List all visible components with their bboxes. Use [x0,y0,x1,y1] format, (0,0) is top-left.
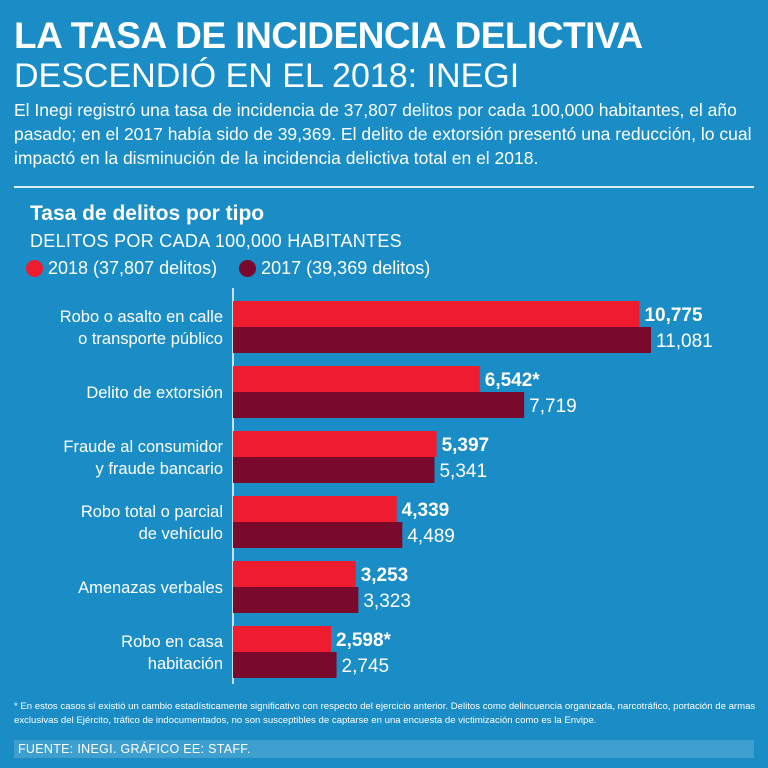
data-label-2018: 4,339 [402,500,450,521]
data-label-2017: 4,489 [407,526,455,547]
legend-label-2018: 2018 (37,807 delitos) [48,258,218,278]
category-label: Delito de extorsión [86,384,223,402]
data-label-2018: 2,598* [336,630,392,651]
data-label-2018: 6,542* [485,370,541,391]
source-bar: FUENTE: INEGI. GRÁFICO EE: STAFF. [14,740,754,758]
main-subtitle: DESCENDIÓ EN EL 2018: INEGI [14,57,520,95]
category-label: Amenazas verbales [78,579,223,597]
bar-2018 [233,431,437,457]
bar-2018 [233,366,480,392]
data-label-2018: 10,775 [644,305,703,326]
bar-2018 [233,301,640,327]
category-label: y fraude bancario [96,460,224,478]
legend-dot-2018 [26,260,43,277]
legend-dot-2017 [239,260,257,277]
chart-title: Tasa de delitos por tipo [30,202,265,225]
data-label-2018: 3,253 [361,565,409,586]
data-label-2017: 2,745 [342,656,390,677]
bar-2017 [233,587,359,613]
legend-item-2018: 2018 (37,807 delitos) [26,258,217,279]
legend-item-2017: 2017 (39,369 delitos) [239,258,430,279]
bar-2017 [233,327,651,353]
chart-units: DELITOS POR CADA 100,000 HABITANTES [30,231,402,251]
bar-2017 [233,457,435,483]
legend-label-2017: 2017 (39,369 delitos) [261,258,431,278]
bar-2017 [233,652,337,678]
category-label: Robo en casa [121,633,224,651]
divider [14,186,754,188]
bar-chart: Robo o asalto en calle o transporte públi… [60,288,713,684]
category-label: Fraude al consumidor [63,438,223,456]
bar-2017 [233,522,403,548]
category-label: Robo total o parcial [81,503,223,521]
intro-text: El Inegi registró una tasa de incidencia… [14,100,752,168]
bar-2018 [233,626,332,652]
footnote: * En estos casos sí existió un cambio es… [14,701,756,726]
data-label-2017: 7,719 [529,396,577,417]
category-label: de vehículo [139,525,223,543]
data-label-2017: 3,323 [363,591,411,612]
bar-2017 [233,392,525,418]
data-label-2018: 5,397 [442,435,490,456]
main-title: LA TASA DE INCIDENCIA DELICTIVA [14,15,643,56]
chart-legend: 2018 (37,807 delitos) 2017 (39,369 delit… [26,258,452,279]
category-label: o transporte público [78,330,223,348]
category-label: Robo o asalto en calle [60,308,223,326]
data-label-2017: 11,081 [656,331,713,352]
bar-2018 [233,496,397,522]
data-label-2017: 5,341 [439,461,487,482]
bar-2018 [233,561,356,587]
category-label: habitación [148,655,223,673]
